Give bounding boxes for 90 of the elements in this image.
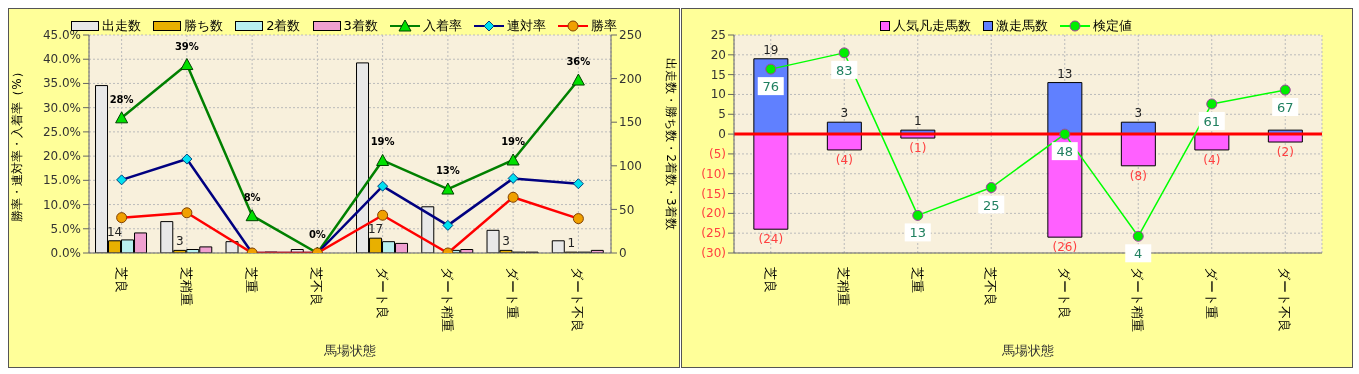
x-tick-label: ダート稍重 (1130, 267, 1146, 332)
y-tick-label: (25) (701, 226, 726, 241)
data-label: (26) (1052, 240, 1078, 255)
y-tick-label: 15 (710, 67, 726, 82)
y-tick-label: 25.0% (42, 124, 81, 139)
y-tick-label: (5) (709, 146, 726, 161)
data-label: 25 (982, 197, 1000, 213)
x-tick-label: ダート良 (374, 267, 390, 319)
y-tick-label: 40.0% (42, 52, 81, 67)
data-label: 17 (367, 222, 384, 237)
data-label: 19 (763, 42, 779, 57)
data-label: (2) (1276, 145, 1294, 160)
data-label: 3 (840, 106, 849, 121)
x-tick-label: 芝重 (909, 267, 925, 293)
data-label: 1 (567, 236, 576, 251)
x-tick-label: 芝稍重 (836, 267, 852, 306)
data-label: (1) (909, 141, 927, 156)
data-label: 83 (835, 62, 853, 78)
data-label: (8) (1129, 168, 1147, 183)
y-tick-label: 20.0% (42, 149, 81, 164)
y2-tick-label: 50 (619, 202, 635, 217)
legend-label: 人気凡走馬数 (893, 17, 971, 35)
data-label: 13% (435, 165, 460, 177)
data-label: 13 (909, 225, 927, 241)
legend-label: 2着数 (266, 17, 301, 35)
y2-axis-title: 出走数・勝ち数・2着数・3着数 (663, 58, 678, 230)
x-tick-label: ダート不良 (1277, 267, 1293, 332)
data-label: 36% (566, 56, 591, 68)
y-tick-label: (15) (701, 186, 726, 201)
x-tick-label: 芝不良 (309, 267, 325, 306)
x-tick-label: ダート稍重 (439, 267, 455, 332)
legend-label: 検定値 (1093, 17, 1132, 35)
data-label: (4) (1203, 152, 1221, 167)
x-tick-label: 芝良 (762, 267, 778, 293)
data-label: 13 (1057, 66, 1073, 81)
legend-label: 勝ち数 (184, 17, 224, 35)
y-tick-label: (20) (701, 206, 726, 221)
y2-tick-label: 150 (619, 115, 642, 130)
y-tick-label: (30) (701, 246, 726, 260)
y-tick-label: 35.0% (42, 76, 81, 91)
data-label: 0% (308, 229, 326, 240)
data-label: 67 (1276, 100, 1294, 116)
x-tick-label: 芝重 (244, 267, 260, 293)
data-label: 3 (502, 234, 510, 249)
x-tick-label: ダート重 (1203, 267, 1219, 319)
y-tick-label: 0.0% (50, 246, 81, 260)
legend-label: 3着数 (343, 17, 378, 35)
data-label: 3 (175, 234, 184, 249)
y-tick-label: 45.0% (42, 28, 81, 42)
data-label: 76 (762, 79, 780, 95)
y-tick-label: 0 (718, 127, 726, 142)
x-tick-label: 芝良 (113, 267, 129, 293)
data-label: (24) (758, 232, 784, 247)
y2-tick-label: 200 (619, 71, 642, 86)
data-label: 28% (109, 93, 134, 105)
y-tick-label: 20 (710, 47, 726, 62)
data-label: 4 (1134, 246, 1143, 262)
y-tick-label: 25 (710, 28, 726, 42)
data-label: 19% (370, 136, 395, 148)
x-tick-label: ダート重 (505, 267, 521, 319)
y-tick-label: 15.0% (42, 173, 81, 188)
y-tick-label: 30.0% (42, 100, 81, 115)
y-tick-label: 10 (710, 87, 726, 102)
x-tick-label: 芝稍重 (178, 267, 194, 306)
y-tick-label: 10.0% (42, 197, 81, 212)
y-axis-title: 勝率・連対率・入着率（%） (10, 66, 25, 222)
y-tick-label: (10) (701, 166, 726, 181)
x-tick-label: 芝不良 (983, 267, 999, 306)
data-label: 3 (1134, 106, 1143, 121)
y2-tick-label: 0 (619, 246, 627, 261)
x-tick-label: ダート不良 (570, 267, 586, 332)
legend-label: 激走馬数 (996, 17, 1048, 35)
data-label: 1 (914, 114, 922, 129)
legend-label: 勝率 (590, 17, 617, 35)
x-axis-title: 馬場状態 (323, 343, 376, 358)
y2-tick-label: 250 (619, 28, 642, 43)
x-tick-label: ダート良 (1056, 267, 1072, 319)
data-label: 61 (1203, 113, 1221, 129)
legend-label: 出走数 (102, 17, 142, 35)
y-tick-label: 5.0% (50, 221, 81, 236)
legend-label: 入着率 (422, 17, 462, 35)
data-label: 19% (501, 135, 526, 147)
y-tick-label: 5 (718, 107, 726, 122)
data-label: 14 (106, 224, 123, 239)
data-label: (4) (835, 152, 853, 167)
data-label: 48 (1056, 144, 1074, 160)
data-label: 39% (174, 40, 199, 52)
legend-label: 連対率 (506, 17, 546, 35)
x-axis-title: 馬場状態 (1001, 343, 1054, 358)
y2-tick-label: 100 (619, 159, 642, 174)
